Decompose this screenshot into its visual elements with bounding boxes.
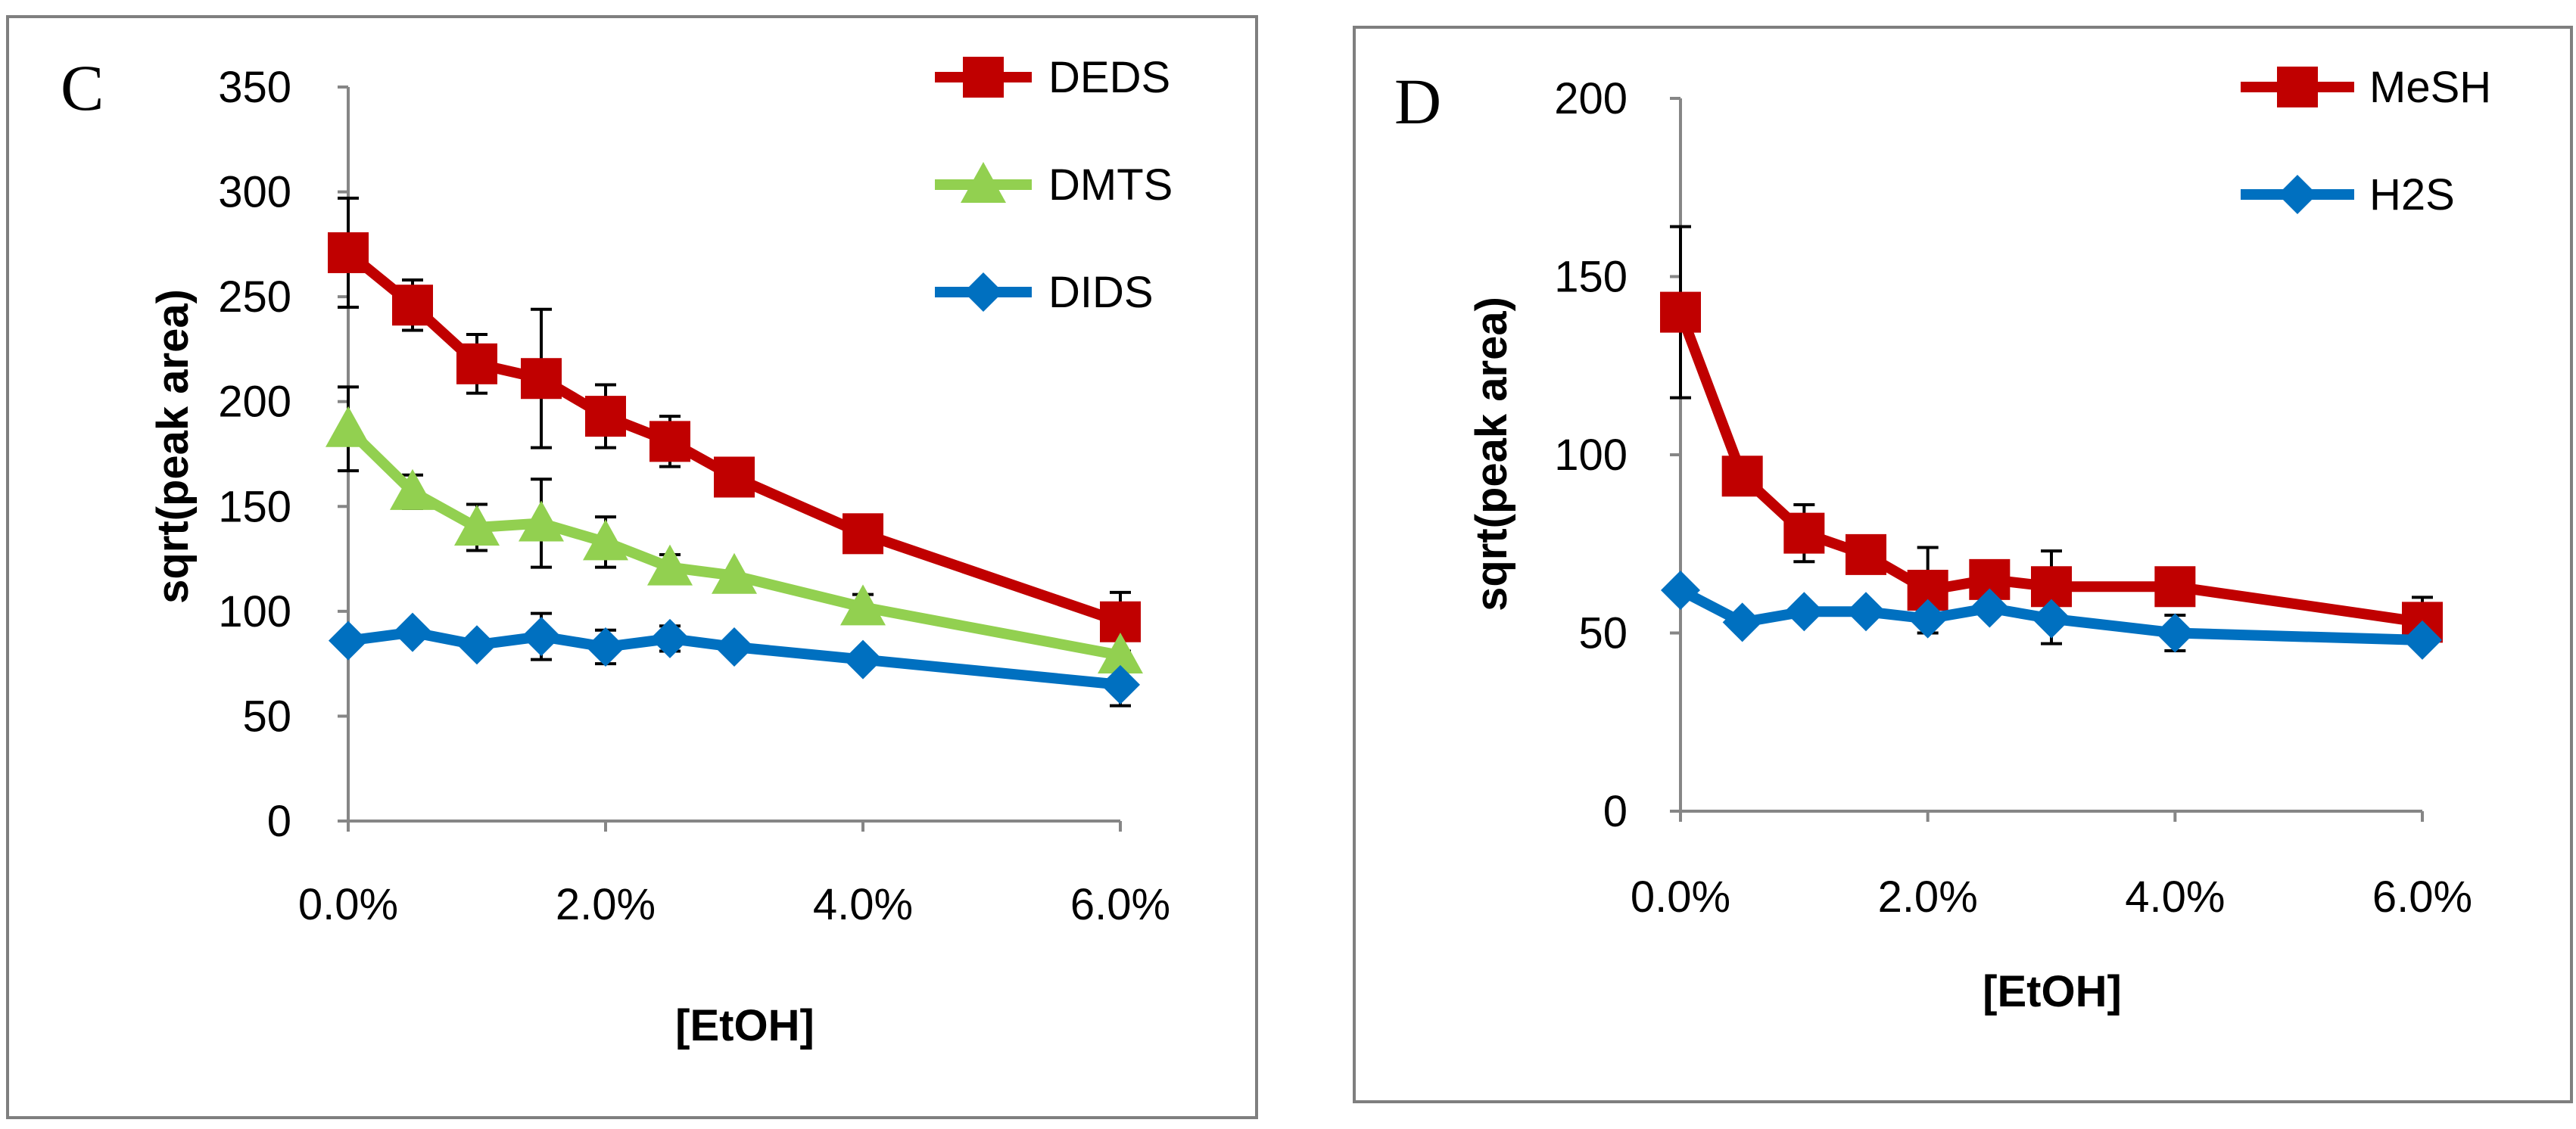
legend-d: MeSH H2S	[2241, 63, 2491, 219]
x-tick-label: 4.0%	[2125, 872, 2225, 922]
data-point-dids	[843, 639, 883, 680]
y-tick-label: 200	[1554, 74, 1628, 123]
data-point-h2s	[2155, 613, 2195, 653]
y-tick-label: 250	[218, 272, 291, 322]
data-point-dmts	[454, 505, 500, 546]
chart-frame-c	[6, 15, 1258, 1119]
plot-area-d	[1660, 291, 2443, 660]
x-tick-label: 2.0%	[556, 880, 656, 929]
data-point-deds	[649, 421, 690, 462]
data-point-dids	[715, 627, 754, 667]
plot-area-c	[326, 232, 1143, 704]
data-point-dmts	[1098, 633, 1143, 674]
data-point-h2s	[1784, 592, 1824, 632]
data-point-dmts	[583, 519, 628, 561]
chart-panel-d: D sqrt(peak area) [EtOH] 0 50 100 150 200 0.0…	[1353, 26, 2573, 1103]
data-point-mesh	[1846, 533, 1886, 575]
y-tick-label: 150	[218, 482, 291, 531]
data-point-h2s	[1970, 588, 2010, 628]
data-point-h2s	[2403, 620, 2442, 660]
data-point-mesh	[1783, 512, 1825, 554]
data-point-dids	[393, 612, 432, 652]
data-point-dmts	[647, 544, 693, 586]
data-point-mesh	[1721, 456, 1763, 497]
data-point-deds	[585, 396, 626, 437]
panel-letter-c: C	[61, 51, 104, 124]
data-point-dids	[329, 620, 368, 661]
data-point-deds	[714, 456, 755, 498]
data-point-dids	[1101, 664, 1140, 704]
data-point-dmts	[519, 500, 564, 542]
data-point-mesh	[2154, 566, 2196, 608]
legend-marker-dids	[964, 272, 1003, 312]
data-point-mesh	[1660, 291, 1701, 333]
legend-label-dmts: DMTS	[1048, 160, 1173, 210]
data-point-dmts	[390, 468, 435, 510]
data-point-h2s	[1661, 570, 1700, 610]
legend-marker-mesh	[2277, 67, 2318, 107]
data-point-deds	[521, 358, 562, 400]
y-tick-label: 200	[218, 378, 291, 427]
y-tick-label: 50	[1578, 609, 1628, 658]
y-tick-label: 350	[218, 63, 291, 112]
data-point-dmts	[326, 406, 371, 447]
y-tick-label: 150	[1554, 253, 1628, 302]
x-tick-label: 6.0%	[1070, 880, 1170, 929]
legend-marker-dmts	[961, 162, 1006, 203]
y-tick-label: 100	[218, 587, 291, 636]
panel-letter-d: D	[1394, 65, 1441, 138]
legend-label-deds: DEDS	[1048, 53, 1170, 102]
data-point-dids	[586, 627, 625, 667]
y-axis-title-d: sqrt(peak area)	[1467, 297, 1516, 611]
y-tick-label: 300	[218, 168, 291, 217]
legend-c: DEDS DMTS DIDS	[935, 53, 1173, 317]
y-tick-label: 0	[1603, 787, 1628, 836]
data-point-h2s	[1846, 592, 1886, 632]
legend-marker-deds	[963, 57, 1004, 98]
legend-label-dids: DIDS	[1048, 268, 1154, 317]
axis-ticks-d: 0 50 100 150 200 0.0% 2.0% 4.0% 6.0%	[1554, 74, 2472, 922]
axis-ticks-c: 0 50 100 150 200 250 300 350 0.0% 2.0% 4.0% 6.0%	[218, 63, 1170, 929]
x-tick-label: 4.0%	[813, 880, 913, 929]
data-point-dmts	[840, 584, 886, 626]
data-point-dids	[650, 618, 690, 658]
data-point-deds	[843, 513, 883, 555]
x-tick-label: 6.0%	[2372, 872, 2472, 922]
data-point-h2s	[2032, 599, 2071, 639]
x-tick-label: 2.0%	[1878, 872, 1978, 922]
x-axis-title-d: [EtOH]	[1983, 967, 2122, 1016]
legend-marker-h2s	[2278, 175, 2317, 214]
x-tick-label: 0.0%	[298, 880, 398, 929]
data-point-dmts	[712, 552, 757, 594]
y-tick-label: 0	[267, 797, 291, 846]
data-point-h2s	[1908, 599, 1948, 639]
data-point-deds	[456, 343, 497, 384]
chart-panel-c: C sqrt(peak area) [EtOH] 0 50 100 150 200 250…	[6, 15, 1258, 1119]
x-axis-title-c: [EtOH]	[675, 1001, 815, 1050]
y-tick-label: 100	[1554, 431, 1628, 480]
data-point-dids	[522, 617, 561, 657]
x-tick-label: 0.0%	[1631, 872, 1730, 922]
y-tick-label: 50	[242, 692, 291, 741]
chart-frame-d	[1353, 26, 2573, 1103]
data-point-h2s	[1722, 602, 1762, 642]
legend-label-h2s: H2S	[2369, 170, 2455, 219]
legend-label-mesh: MeSH	[2369, 63, 2491, 112]
data-point-deds	[392, 285, 433, 326]
y-axis-title-c: sqrt(peak area)	[148, 289, 198, 604]
data-point-deds	[328, 232, 369, 273]
data-point-dids	[457, 625, 497, 665]
